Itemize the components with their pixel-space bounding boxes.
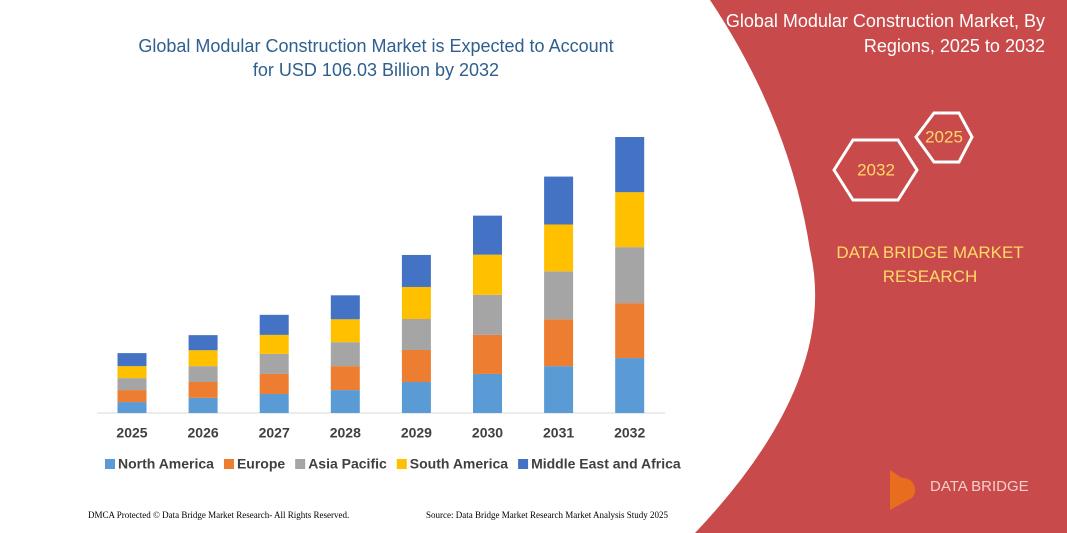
bar-segment xyxy=(330,319,360,343)
hexagon xyxy=(832,138,919,202)
x-tick-label: 2030 xyxy=(472,425,503,441)
bar-segment xyxy=(259,353,289,374)
hex-label: 2025 xyxy=(925,127,963,146)
legend-swatch xyxy=(518,459,529,469)
bar-segment xyxy=(473,254,502,295)
chart-title: Global Modular Construction Market is Ex… xyxy=(138,36,614,80)
bar-segment xyxy=(401,286,431,320)
footer: Source: Data Bridge Market Research Mark… xyxy=(426,510,668,520)
bar-segment xyxy=(544,366,574,413)
bar-segment xyxy=(117,402,147,413)
bar-segment xyxy=(401,382,431,413)
bar-segment xyxy=(544,319,574,367)
side-panel xyxy=(695,0,1067,533)
bar-segment xyxy=(401,254,431,287)
hex-label: 2032 xyxy=(857,160,895,179)
bar-segment xyxy=(615,303,645,359)
bar-segment xyxy=(117,390,147,403)
bar-segment xyxy=(259,334,289,354)
x-tick-label: 2025 xyxy=(116,425,147,441)
legend-label: North America xyxy=(118,456,214,472)
bar-segment xyxy=(259,393,289,413)
bar-segment xyxy=(615,137,645,193)
legend-label: Middle East and Africa xyxy=(531,456,681,472)
x-tick-label: 2028 xyxy=(330,425,361,441)
bar-segment xyxy=(473,215,502,255)
bar-segment xyxy=(473,294,502,335)
legend-label: Asia Pacific xyxy=(308,456,387,472)
bar-segment xyxy=(615,192,645,248)
legend-swatch xyxy=(105,459,115,469)
hexagon xyxy=(914,111,974,164)
x-tick-label: 2027 xyxy=(259,425,290,441)
bar-segment xyxy=(330,342,360,367)
x-tick-label: 2026 xyxy=(188,425,219,441)
bar-segment xyxy=(188,335,218,351)
legend-swatch xyxy=(223,459,234,469)
bar-segment xyxy=(615,247,645,304)
legend-label: South America xyxy=(410,456,508,472)
x-tick-label: 2029 xyxy=(401,425,432,441)
bar-segment xyxy=(259,373,289,394)
bar-segment xyxy=(188,382,218,398)
bar-segment xyxy=(188,350,218,367)
bar-segment xyxy=(544,176,574,225)
bar-segment xyxy=(117,378,147,391)
panel-title: Global Modular Construction Market, By R… xyxy=(725,11,1045,56)
bar-segment xyxy=(473,334,502,374)
bar-segment xyxy=(544,224,574,272)
bar-segment xyxy=(401,319,431,350)
x-tick-label: 2031 xyxy=(543,425,574,441)
brand: DATA BRIDGE MARKET RESEARCH xyxy=(836,243,1024,286)
bar-segment xyxy=(117,353,147,367)
bar-segment xyxy=(473,373,502,413)
bar-segment xyxy=(330,366,360,391)
footer: DMCA Protected © Data Bridge Market Rese… xyxy=(88,510,349,520)
bar-segment xyxy=(117,366,147,379)
bar-segment xyxy=(544,271,574,320)
bar-segment xyxy=(188,366,218,383)
logo-text: DATA BRIDGE xyxy=(930,478,1029,495)
bar-segment xyxy=(401,349,431,383)
bar-segment xyxy=(188,397,218,413)
bar-segment xyxy=(259,314,289,335)
legend-label: Europe xyxy=(237,456,285,472)
legend-swatch xyxy=(295,459,306,469)
bar-segment xyxy=(615,358,645,413)
x-tick-label: 2032 xyxy=(614,425,645,441)
bar-segment xyxy=(330,295,360,320)
bar-segment xyxy=(330,390,360,413)
legend-swatch xyxy=(396,459,407,469)
logo-icon xyxy=(890,470,916,510)
